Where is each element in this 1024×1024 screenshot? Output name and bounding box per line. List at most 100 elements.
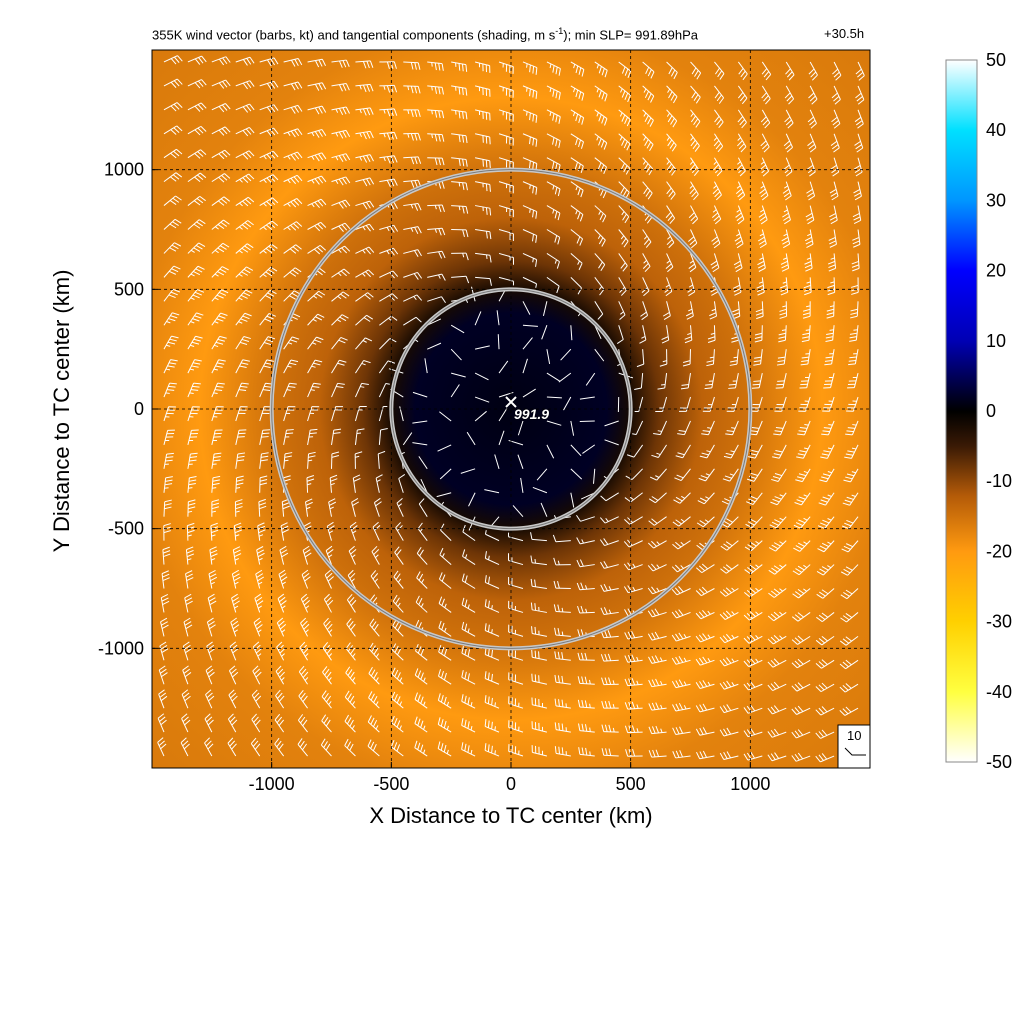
colorbar-tick-label: -40 [986,682,1012,702]
wind-barb [402,432,413,446]
wind-barb [623,539,643,548]
wind-barb [815,682,835,693]
wind-barb [815,659,835,669]
wind-barb [854,109,864,129]
wind-barb [522,324,538,327]
wind-barb [647,540,667,549]
wind-barb [754,325,763,343]
wind-barb [793,516,811,529]
wind-barb [274,713,285,733]
wind-barb [618,277,627,296]
wind-barbs [157,55,865,763]
wind-barb [563,396,572,411]
wind-barb [823,372,835,389]
wind-barb [817,516,835,529]
wind-barb [719,610,739,620]
wind-barb [345,666,356,685]
wind-barb [355,154,374,163]
wind-barb [187,289,205,302]
wind-barb [714,61,725,80]
wind-barb [451,252,469,261]
wind-barb [437,741,452,757]
wind-barb [474,410,487,422]
wind-barb [570,85,585,101]
wind-barb [712,181,722,201]
wind-barb [250,737,261,757]
wind-barb [784,85,795,105]
wind-barb [594,301,604,320]
wind-barb [791,682,811,692]
range-circles [269,167,753,651]
wind-barb [403,132,421,141]
wind-barb [570,468,583,480]
wind-barb [642,253,651,273]
wind-barb [624,678,643,687]
wind-barb [688,229,698,249]
wind-barb [235,103,255,113]
wind-barb [234,499,243,517]
wind-barb [498,133,514,146]
wind-barb [235,266,254,278]
wind-barb [307,313,325,326]
wind-barb [830,133,840,153]
y-axis-ticks: -1000 -500 0 500 1000 [98,160,158,658]
wind-barb [719,633,739,644]
wind-barb [570,109,585,125]
wind-barb [283,104,303,114]
wind-barb [484,489,500,494]
wind-barb [665,253,674,273]
wind-barb [235,336,251,350]
wind-barb [418,498,428,517]
wind-barb [158,689,168,709]
wind-barb [710,253,720,273]
wind-barb [570,420,575,436]
wind-barb [743,657,763,668]
colorbar-tick-label: 30 [986,190,1006,210]
wind-barb [328,498,337,517]
wind-barb [182,665,192,685]
wind-barb [235,173,255,183]
wind-barb [498,205,514,218]
wind-barb [827,277,836,296]
wind-barb [331,106,350,116]
wind-barb [797,420,811,436]
wind-barb [713,133,724,153]
wind-barb [819,468,835,483]
wind-barb [695,633,715,643]
wind-barb [784,109,794,129]
colorbar-tick-label: 40 [986,120,1006,140]
wind-barb [235,243,254,254]
wind-barb [800,349,811,366]
wind-barb [307,175,327,185]
wind-barb [181,689,191,709]
wind-barb [618,229,629,248]
wind-barb [690,61,702,80]
wind-barb [283,267,302,278]
wind-barb [735,205,745,225]
wind-barb [438,572,452,589]
wind-barb [804,229,814,248]
wind-barb [355,83,374,93]
wind-barb [498,85,514,98]
wind-barb [642,181,653,200]
wind-barb [553,580,571,589]
wind-barb [801,325,811,343]
wind-barb [163,148,183,159]
wind-barb [331,153,351,163]
wind-barb [767,681,787,692]
wind-barb [163,476,173,493]
wind-barb [842,492,859,506]
wind-barb [299,641,309,661]
wind-barb [729,349,739,366]
wind-barb [532,486,548,494]
wind-barb [160,617,169,637]
wind-barb [640,301,649,321]
wind-barb [776,349,787,366]
wind-barb [451,61,468,72]
wind-barb [484,743,500,757]
wind-barb [841,540,859,553]
wind-barb [794,492,811,506]
wind-barb [671,586,691,596]
wind-barb [283,336,300,350]
